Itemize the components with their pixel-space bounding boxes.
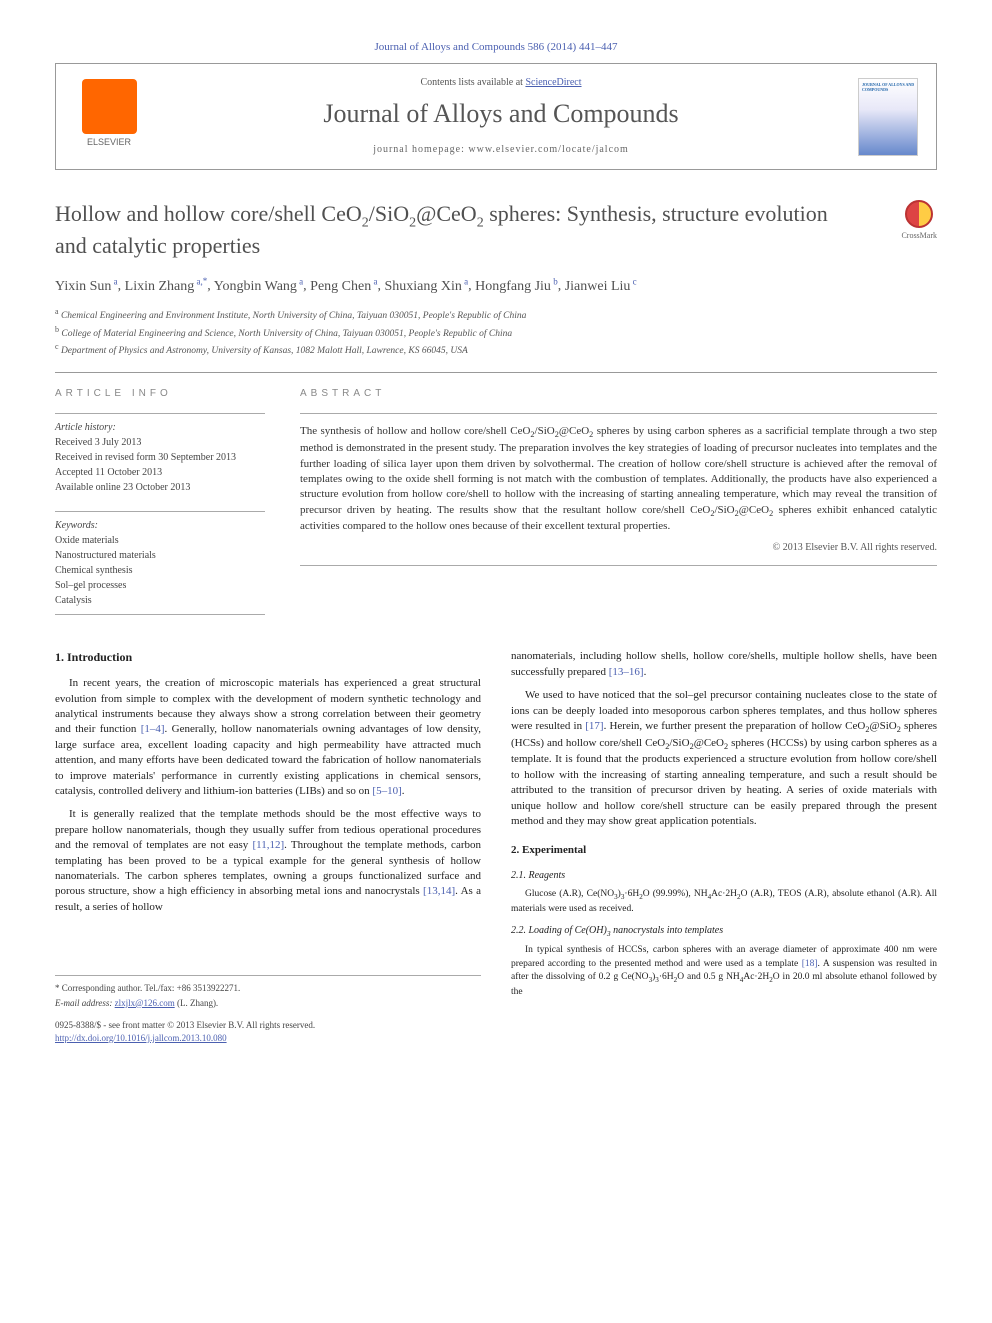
info-divider-1 — [55, 413, 265, 414]
article-info-label: ARTICLE INFO — [55, 387, 265, 401]
corresponding-author: * Corresponding author. Tel./fax: +86 35… — [55, 982, 481, 995]
footer-block: * Corresponding author. Tel./fax: +86 35… — [55, 975, 481, 1009]
journal-header: ELSEVIER Contents lists available at Sci… — [55, 63, 937, 169]
affiliation-c: c Department of Physics and Astronomy, U… — [55, 341, 937, 358]
email-link[interactable]: zlxjlx@126.com — [115, 998, 175, 1008]
author-5: Shuxiang Xin a — [384, 279, 468, 294]
intro-heading: 1. Introduction — [55, 649, 481, 666]
contents-line: Contents lists available at ScienceDirec… — [144, 76, 858, 90]
doi-link[interactable]: http://dx.doi.org/10.1016/j.jallcom.2013… — [55, 1033, 227, 1043]
ref-link-13-16[interactable]: [13–16] — [609, 666, 644, 678]
author-1: Yixin Sun a — [55, 279, 118, 294]
authors-line: Yixin Sun a, Lixin Zhang a,*, Yongbin Wa… — [55, 275, 937, 296]
history-received: Received 3 July 2013 — [55, 435, 265, 450]
keyword-2: Nanostructured materials — [55, 548, 265, 563]
keyword-4: Sol–gel processes — [55, 578, 265, 593]
author-3: Yongbin Wang a — [214, 279, 303, 294]
homepage-url: www.elsevier.com/locate/jalcom — [468, 144, 628, 155]
keywords-label: Keywords: — [55, 518, 265, 533]
history-revised: Received in revised form 30 September 20… — [55, 450, 265, 465]
body-column-right: nanomaterials, including hollow shells, … — [511, 649, 937, 1044]
ref-link-17[interactable]: [17] — [585, 720, 603, 732]
homepage-prefix: journal homepage: — [373, 144, 468, 155]
article-title: Hollow and hollow core/shell CeO2/SiO2@C… — [55, 200, 845, 261]
body-column-left: 1. Introduction In recent years, the cre… — [55, 649, 481, 1044]
header-center: Contents lists available at ScienceDirec… — [144, 76, 858, 156]
reagents-text: Glucose (A.R), Ce(NO3)3·6H2O (99.99%), N… — [511, 888, 937, 916]
col2-para-1: nanomaterials, including hollow shells, … — [511, 649, 937, 680]
title-row: Hollow and hollow core/shell CeO2/SiO2@C… — [55, 200, 937, 261]
crossmark-icon — [905, 200, 933, 228]
journal-reference: Journal of Alloys and Compounds 586 (201… — [55, 40, 937, 55]
info-abstract-row: ARTICLE INFO Article history: Received 3… — [55, 387, 937, 621]
contents-prefix: Contents lists available at — [420, 77, 525, 88]
ref-link-18[interactable]: [18] — [802, 959, 818, 969]
sciencedirect-link[interactable]: ScienceDirect — [525, 77, 581, 88]
publisher-logo: ELSEVIER — [74, 79, 144, 154]
front-matter: 0925-8388/$ - see front matter © 2013 El… — [55, 1019, 481, 1032]
abstract-divider-top — [300, 413, 937, 414]
loading-heading: 2.2. Loading of Ce(OH)3 nanocrystals int… — [511, 924, 937, 940]
ref-link-1-4[interactable]: [1–4] — [141, 723, 165, 735]
author-6: Hongfang Jiu b — [475, 279, 558, 294]
info-divider-2 — [55, 511, 265, 512]
affiliation-a: a Chemical Engineering and Environment I… — [55, 306, 937, 323]
article-history: Article history: Received 3 July 2013 Re… — [55, 420, 265, 495]
ref-link-5-10[interactable]: [5–10] — [372, 785, 401, 797]
col2-para-2: We used to have noticed that the sol–gel… — [511, 688, 937, 829]
history-online: Available online 23 October 2013 — [55, 480, 265, 495]
keyword-5: Catalysis — [55, 593, 265, 608]
abstract-copyright: © 2013 Elsevier B.V. All rights reserved… — [300, 541, 937, 555]
author-4: Peng Chen a — [310, 279, 377, 294]
reagents-heading: 2.1. Reagents — [511, 869, 937, 883]
intro-para-2: It is generally realized that the templa… — [55, 807, 481, 915]
abstract-column: ABSTRACT The synthesis of hollow and hol… — [300, 387, 937, 621]
ref-link-13-14[interactable]: [13,14] — [423, 885, 455, 897]
crossmark-badge[interactable]: CrossMark — [901, 200, 937, 241]
journal-name: Journal of Alloys and Compounds — [144, 96, 858, 132]
body-columns: 1. Introduction In recent years, the cre… — [55, 649, 937, 1044]
crossmark-label: CrossMark — [901, 230, 937, 241]
experimental-heading: 2. Experimental — [511, 843, 937, 858]
affiliation-b: b College of Material Engineering and Sc… — [55, 324, 937, 341]
author-2: Lixin Zhang a, — [125, 279, 203, 294]
affiliations: a Chemical Engineering and Environment I… — [55, 306, 937, 358]
doi-block: 0925-8388/$ - see front matter © 2013 El… — [55, 1019, 481, 1044]
article-info-column: ARTICLE INFO Article history: Received 3… — [55, 387, 265, 621]
cover-thumb-text: JOURNAL OF ALLOYS AND COMPOUNDS — [862, 82, 917, 93]
loading-text: In typical synthesis of HCCSs, carbon sp… — [511, 944, 937, 999]
abstract-text: The synthesis of hollow and hollow core/… — [300, 424, 937, 534]
keyword-1: Oxide materials — [55, 533, 265, 548]
journal-cover-thumbnail: JOURNAL OF ALLOYS AND COMPOUNDS — [858, 78, 918, 156]
intro-para-1: In recent years, the creation of microsc… — [55, 676, 481, 799]
info-divider-3 — [55, 614, 265, 615]
publisher-tree-icon — [82, 79, 137, 134]
abstract-divider-bottom — [300, 565, 937, 566]
abstract-label: ABSTRACT — [300, 387, 937, 401]
publisher-label: ELSEVIER — [87, 136, 131, 149]
author-7: Jianwei Liu c — [565, 279, 637, 294]
corresponding-email: E-mail address: zlxjlx@126.com (L. Zhang… — [55, 997, 481, 1010]
history-accepted: Accepted 11 October 2013 — [55, 465, 265, 480]
ref-link-11-12[interactable]: [11,12] — [252, 839, 284, 851]
homepage-line: journal homepage: www.elsevier.com/locat… — [144, 143, 858, 157]
divider — [55, 372, 937, 373]
keywords-block: Keywords: Oxide materials Nanostructured… — [55, 518, 265, 608]
history-label: Article history: — [55, 420, 265, 435]
keyword-3: Chemical synthesis — [55, 563, 265, 578]
